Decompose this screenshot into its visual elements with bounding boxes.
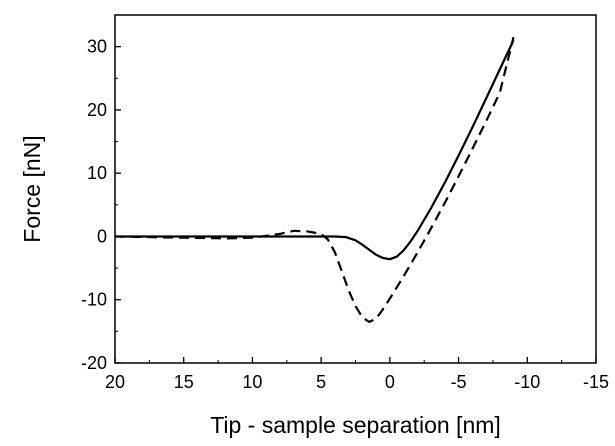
y-tick-label: 20 xyxy=(87,100,107,120)
x-tick-label: 5 xyxy=(316,372,326,392)
series-line-solid xyxy=(115,39,515,261)
x-tick-label: 20 xyxy=(105,372,125,392)
y-tick-label: 30 xyxy=(87,37,107,57)
x-tick-label: -15 xyxy=(583,372,609,392)
x-tick-label: -10 xyxy=(514,372,540,392)
y-axis-ticks: -20 -10 0 10 20 30 xyxy=(81,14,121,373)
x-axis-title: Tip - sample separation [nm] xyxy=(210,412,501,438)
y-tick-label: -10 xyxy=(81,290,107,310)
y-tick-label: 0 xyxy=(97,226,107,246)
y-axis-title: Force [nN] xyxy=(19,135,45,242)
x-tick-label: 0 xyxy=(385,372,395,392)
y-tick-label: 10 xyxy=(87,163,107,183)
y-tick-label: -20 xyxy=(81,353,107,373)
x-tick-label: 15 xyxy=(174,372,194,392)
plot-lines xyxy=(114,36,515,323)
x-axis-ticks: 20 15 10 5 0 -5 -10 -15 xyxy=(105,357,609,392)
series-line-dashed xyxy=(114,36,515,323)
x-tick-label: -5 xyxy=(451,372,467,392)
plot-frame xyxy=(114,14,597,364)
x-tick-label: 10 xyxy=(242,372,262,392)
